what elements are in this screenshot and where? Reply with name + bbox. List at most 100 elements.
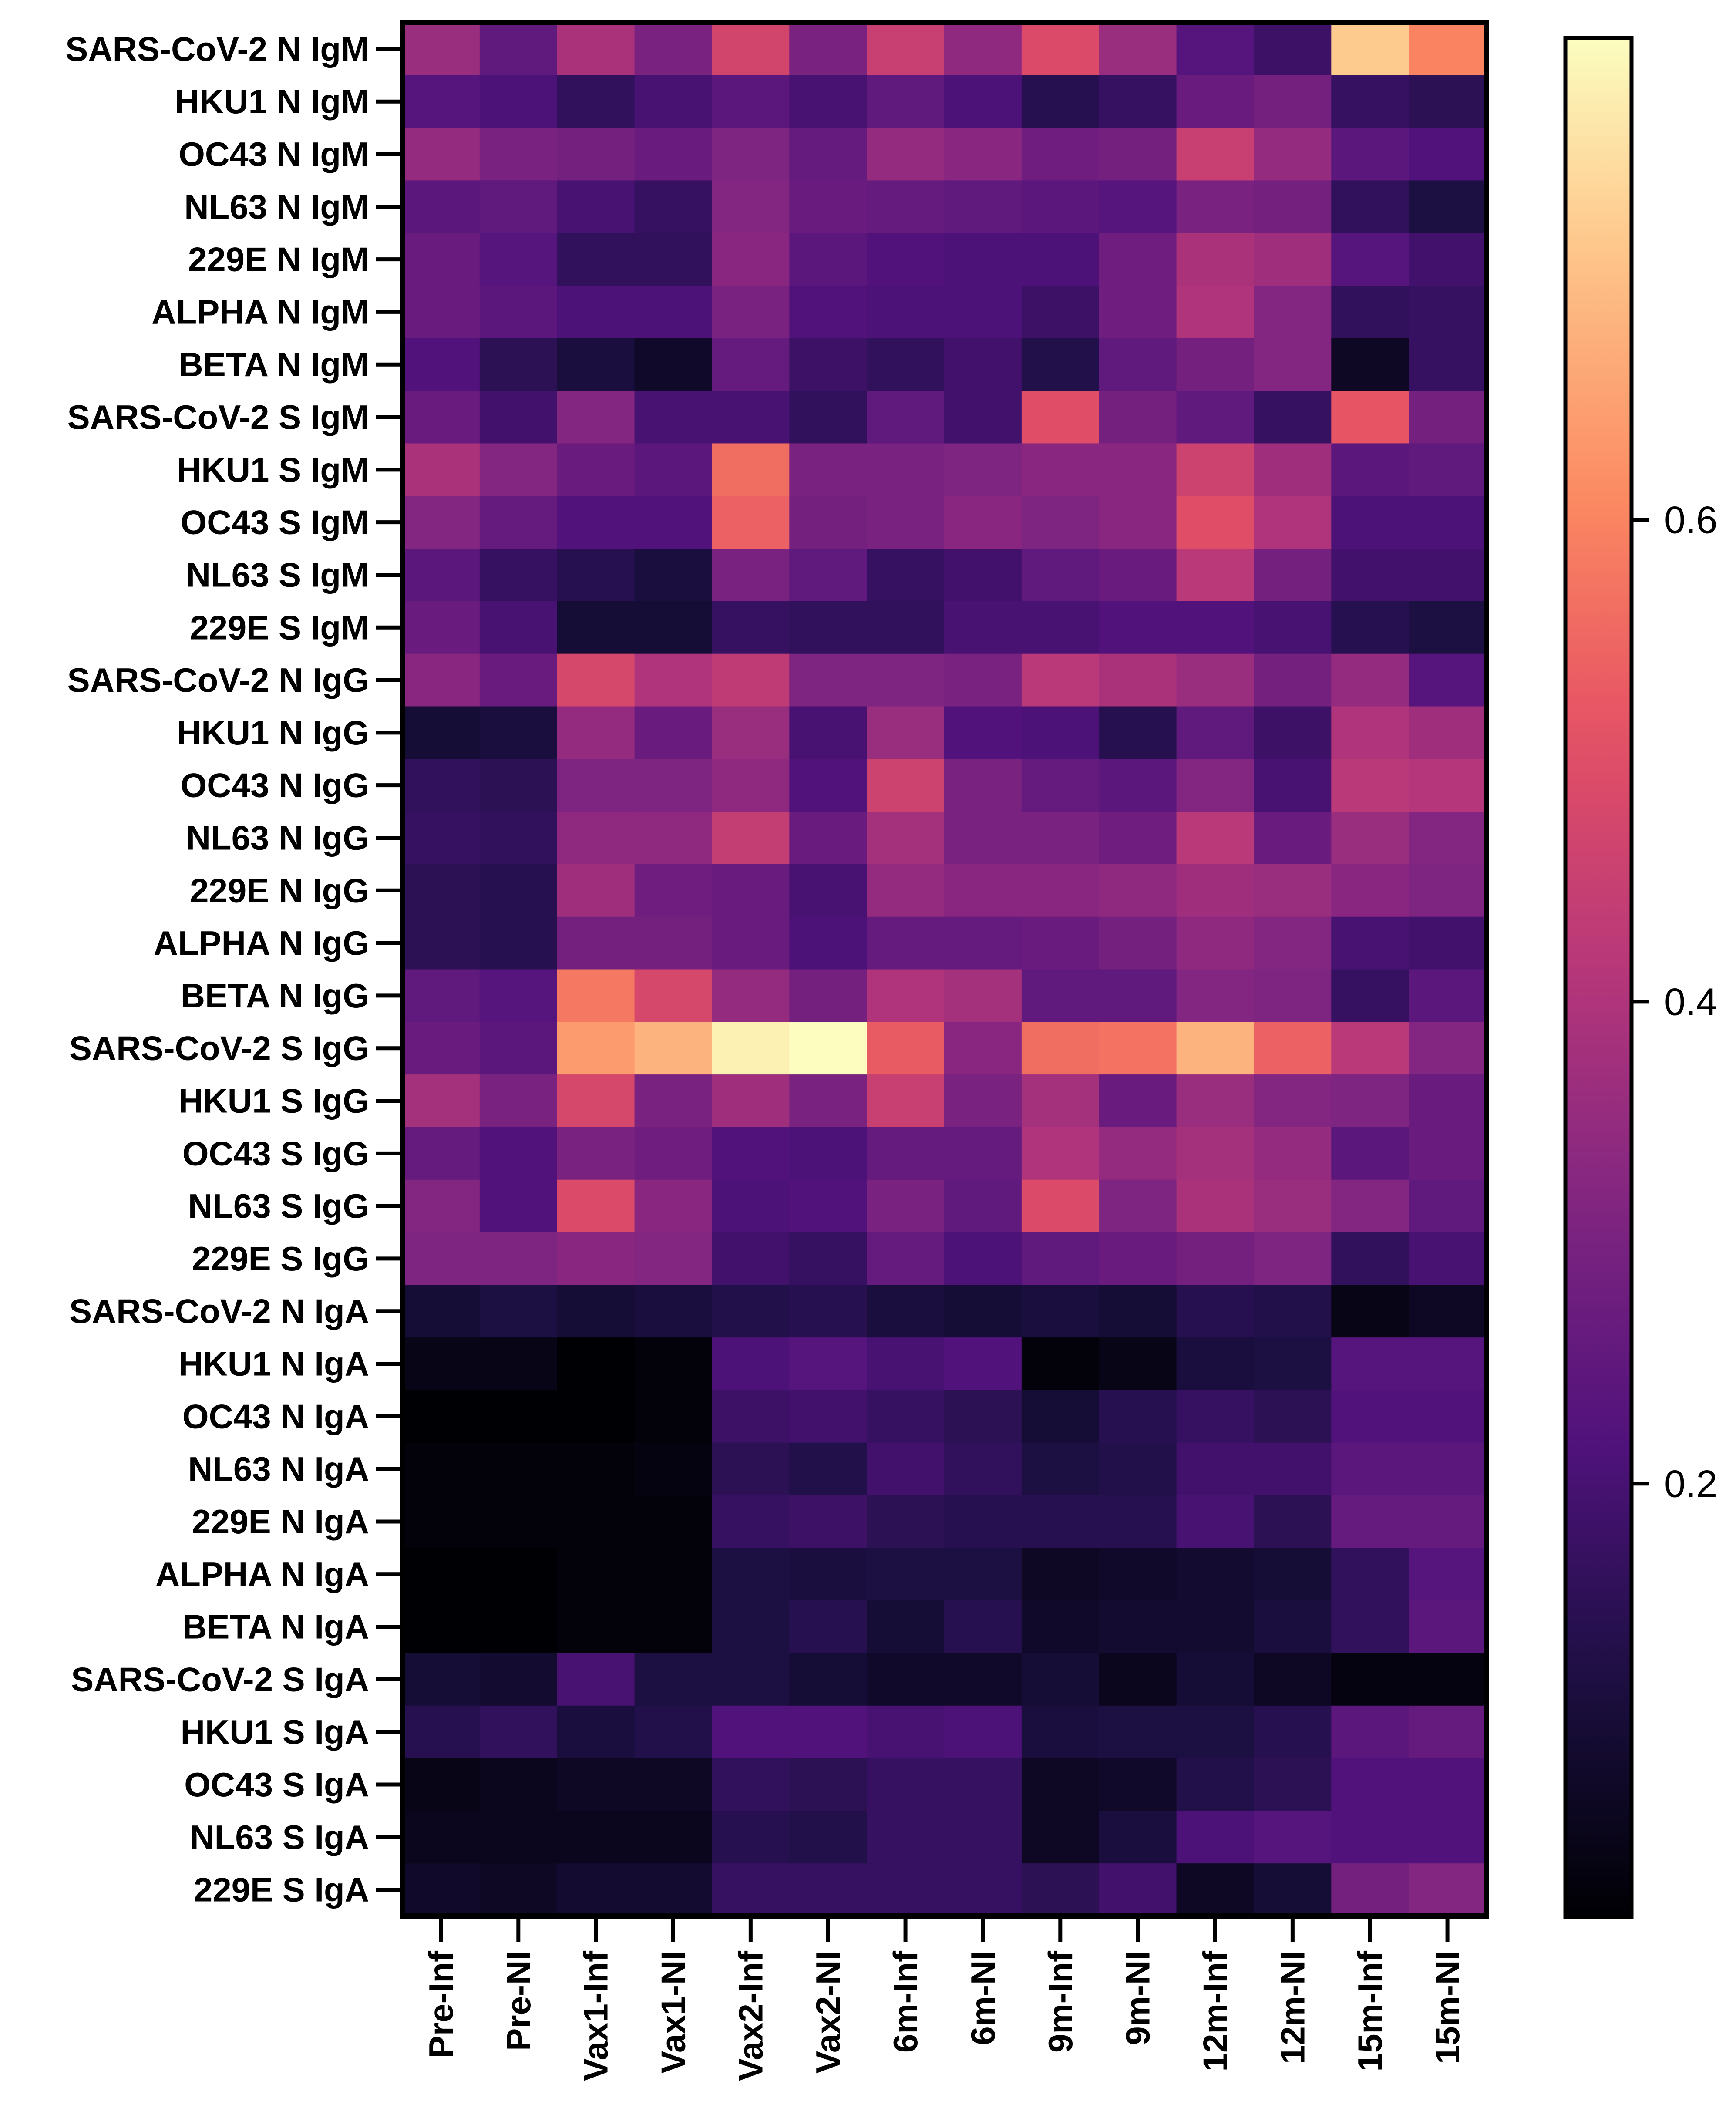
heatmap-cell — [1099, 75, 1177, 128]
heatmap-cell — [1021, 706, 1100, 760]
heatmap-cell — [1331, 812, 1409, 865]
heatmap-cell — [479, 1232, 558, 1286]
heatmap-cell — [557, 75, 635, 128]
heatmap-cell — [1331, 864, 1409, 917]
heatmap-cell — [1409, 23, 1487, 76]
heatmap-cell — [479, 180, 558, 234]
heatmap-cell — [1099, 1758, 1177, 1812]
heatmap-cell — [557, 338, 635, 391]
heatmap-cell — [1254, 443, 1332, 497]
heatmap-cell — [1099, 233, 1177, 286]
heatmap-cell — [557, 706, 635, 760]
heatmap-cell — [1099, 1022, 1177, 1075]
heatmap-cell — [944, 128, 1022, 181]
heatmap-cell — [1176, 864, 1255, 917]
heatmap-cell — [867, 1653, 945, 1706]
heatmap-cell — [1099, 759, 1177, 812]
heatmap-cell — [402, 969, 480, 1023]
heatmap-cell — [1409, 1337, 1487, 1391]
heatmap-cell — [789, 1863, 867, 1916]
heatmap-cell — [789, 1811, 867, 1864]
heatmap-cell — [712, 391, 790, 444]
heatmap-cell — [789, 338, 867, 391]
heatmap-cell — [479, 338, 558, 391]
heatmap-cell — [1254, 1495, 1332, 1549]
heatmap-cell — [402, 864, 480, 917]
heatmap-cell — [1409, 1653, 1487, 1706]
heatmap-cell — [1099, 443, 1177, 497]
heatmap-cell — [712, 1811, 790, 1864]
heatmap-cell — [1254, 916, 1332, 970]
heatmap-cell — [1021, 1705, 1100, 1759]
heatmap-cell — [1099, 1863, 1177, 1916]
heatmap-cell — [1254, 1127, 1332, 1180]
heatmap-cell — [1409, 443, 1487, 497]
heatmap-cell — [944, 496, 1022, 549]
row-label: HKU1 S IgG — [178, 1082, 369, 1120]
heatmap-cell — [1176, 1653, 1255, 1706]
heatmap-cell — [402, 75, 480, 128]
heatmap-cell — [1176, 1127, 1255, 1180]
heatmap-cell — [1176, 601, 1255, 654]
heatmap-cell — [1409, 1600, 1487, 1653]
row-label: BETA N IgM — [178, 345, 369, 384]
heatmap-cell — [944, 1653, 1022, 1706]
heatmap-cell — [1021, 128, 1100, 181]
heatmap-cell — [789, 128, 867, 181]
heatmap-cell — [1331, 1811, 1409, 1864]
heatmap-cell — [479, 1863, 558, 1916]
heatmap-cell — [712, 1548, 790, 1601]
heatmap-cell — [712, 916, 790, 970]
heatmap-cell — [1176, 23, 1255, 76]
heatmap-cell — [1254, 549, 1332, 602]
column-label: Vax1-NI — [654, 1951, 693, 2074]
heatmap-cell — [1021, 1863, 1100, 1916]
heatmap-cell — [1021, 1074, 1100, 1128]
heatmap-cell — [1331, 1705, 1409, 1759]
heatmap-cell — [789, 706, 867, 760]
heatmap-cell — [789, 1022, 867, 1075]
heatmap-cell — [402, 1337, 480, 1391]
heatmap-cell — [402, 1232, 480, 1286]
heatmap-cell — [557, 601, 635, 654]
column-label: Vax2-NI — [809, 1951, 847, 2074]
heatmap-cell — [634, 549, 713, 602]
heatmap-cell — [634, 1074, 713, 1128]
heatmap-cell — [557, 391, 635, 444]
heatmap-cell — [1331, 969, 1409, 1023]
heatmap-cell — [944, 1705, 1022, 1759]
heatmap-cell — [1176, 338, 1255, 391]
colorbar-tick-label: 0.6 — [1664, 498, 1717, 541]
heatmap-cell — [1331, 496, 1409, 549]
heatmap-cell — [1254, 1022, 1332, 1075]
heatmap-cell — [944, 443, 1022, 497]
heatmap-cell — [1254, 75, 1332, 128]
heatmap-cell — [1331, 286, 1409, 339]
heatmap-cell — [1176, 496, 1255, 549]
heatmap-cell — [1176, 1179, 1255, 1233]
heatmap-cell — [712, 1127, 790, 1180]
heatmap-cell — [1176, 969, 1255, 1023]
row-label: NL63 S IgM — [186, 556, 369, 594]
heatmap-cell — [1021, 286, 1100, 339]
heatmap-cell — [1409, 1179, 1487, 1233]
heatmap-cell — [944, 916, 1022, 970]
row-label: OC43 N IgM — [178, 135, 369, 173]
heatmap-cell — [1409, 1442, 1487, 1496]
heatmap-cell — [1176, 128, 1255, 181]
heatmap-cell — [1254, 1863, 1332, 1916]
heatmap-cell — [867, 706, 945, 760]
colorbar-tick-label: 0.4 — [1664, 980, 1717, 1023]
heatmap-cell — [634, 706, 713, 760]
row-label: HKU1 N IgA — [178, 1345, 369, 1383]
heatmap-cell — [867, 916, 945, 970]
heatmap-cell — [1409, 864, 1487, 917]
heatmap-cell — [557, 1442, 635, 1496]
heatmap-cell — [1254, 812, 1332, 865]
heatmap-cell — [1021, 601, 1100, 654]
heatmap-cell — [1021, 1232, 1100, 1286]
row-label: BETA N IgG — [181, 977, 369, 1015]
row-label: NL63 N IgG — [186, 818, 369, 857]
heatmap-cell — [1021, 1758, 1100, 1812]
heatmap-cell — [944, 1495, 1022, 1549]
